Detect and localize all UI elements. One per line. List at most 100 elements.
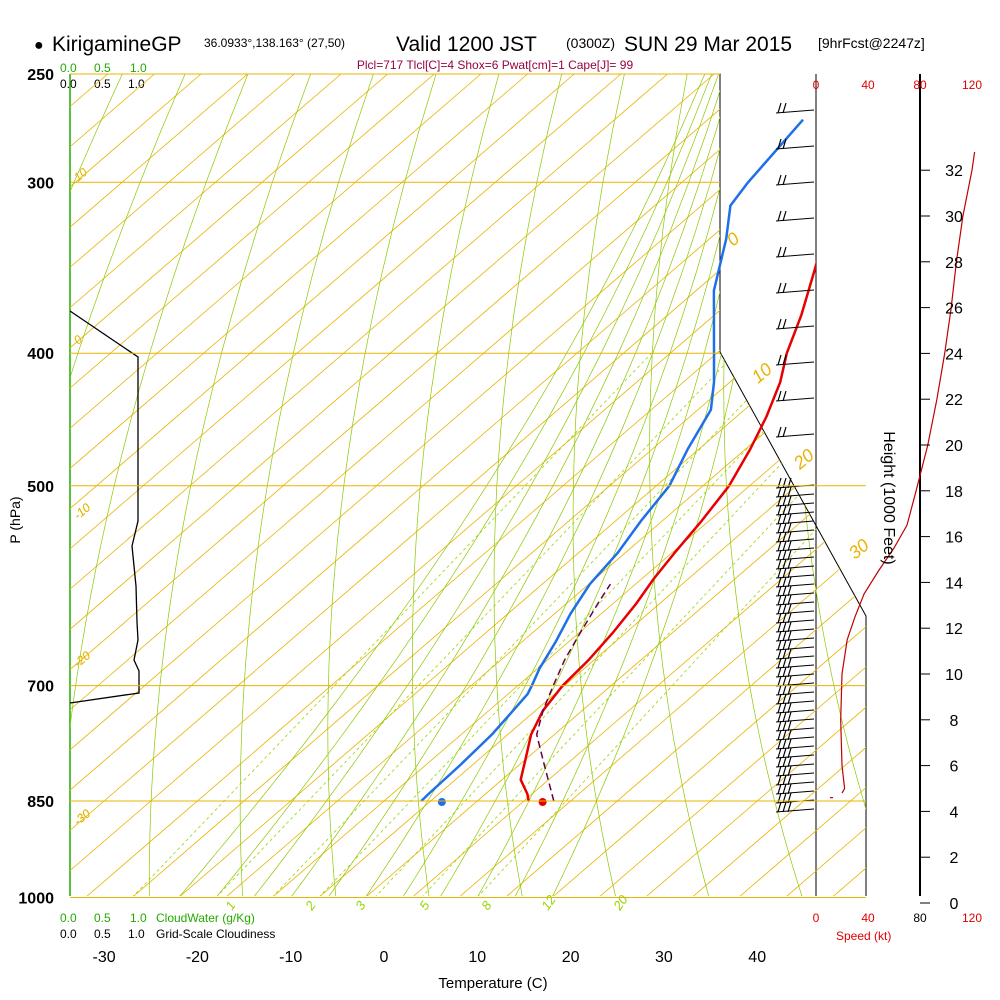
cloud-scale-bottom-black-0: 0.0 bbox=[60, 927, 77, 941]
wind-barb bbox=[775, 693, 815, 705]
barb-feather bbox=[777, 174, 782, 186]
barb-feather bbox=[777, 210, 782, 222]
wind-barb bbox=[775, 594, 815, 606]
barb-staff bbox=[775, 109, 815, 114]
speed-tick-label-bottom: 80 bbox=[913, 911, 927, 925]
barb-feather bbox=[777, 711, 782, 723]
barb-feather bbox=[782, 684, 787, 696]
cloud-scale-bottom-green-2: 1.0 bbox=[130, 911, 147, 925]
barb-staff bbox=[775, 145, 815, 150]
isotherm-line bbox=[644, 74, 866, 896]
temperature-tick-label: 30 bbox=[655, 949, 673, 966]
barb-staff bbox=[775, 574, 815, 579]
barb-feather bbox=[777, 354, 782, 366]
barb-feather bbox=[782, 282, 787, 294]
barb-feather bbox=[782, 747, 787, 759]
barb-feather bbox=[787, 711, 792, 723]
barb-feather bbox=[777, 756, 782, 768]
barb-feather bbox=[787, 765, 792, 777]
height-tick-label: 4 bbox=[950, 804, 959, 821]
isotherm-label: 30 bbox=[845, 535, 873, 563]
barb-feather bbox=[782, 630, 787, 642]
wind-barb bbox=[775, 747, 815, 759]
dry-adiabat-line bbox=[148, 74, 311, 896]
barb-feather bbox=[777, 747, 782, 759]
barb-feather bbox=[782, 801, 787, 813]
barb-feather bbox=[777, 666, 782, 678]
dry-adiabat-line bbox=[412, 74, 500, 896]
wind-barb bbox=[775, 738, 815, 750]
barb-feather bbox=[782, 540, 787, 552]
barb-feather bbox=[787, 576, 792, 588]
barb-feather bbox=[787, 666, 792, 678]
barb-feather bbox=[782, 720, 787, 732]
barb-feather bbox=[787, 630, 792, 642]
cloud-scale-top-black-1: 0.5 bbox=[94, 77, 111, 91]
barb-feather bbox=[777, 549, 782, 561]
barb-feather bbox=[782, 657, 787, 669]
isotherm-line bbox=[70, 74, 482, 896]
wind-barb bbox=[775, 612, 815, 624]
barb-staff bbox=[775, 754, 815, 759]
height-tick-label: 6 bbox=[950, 759, 959, 776]
barb-feather bbox=[787, 738, 792, 750]
wind-barb bbox=[775, 711, 815, 723]
height-tick-label: 14 bbox=[945, 575, 963, 592]
barb-feather bbox=[787, 477, 792, 489]
wind-barb bbox=[775, 426, 815, 438]
wind-barb bbox=[775, 630, 815, 642]
barb-feather bbox=[782, 513, 787, 525]
wind-barb bbox=[775, 540, 815, 552]
pressure-tick-label: 850 bbox=[27, 794, 54, 811]
cloudwater-label: CloudWater (g/Kg) bbox=[156, 911, 255, 925]
barb-feather bbox=[777, 675, 782, 687]
isotherm-line bbox=[458, 74, 866, 896]
barb-staff bbox=[775, 772, 815, 777]
height-tick-label: 32 bbox=[945, 163, 963, 180]
wind-barb bbox=[775, 504, 815, 516]
barb-feather bbox=[777, 426, 782, 438]
barb-staff bbox=[775, 646, 815, 651]
barb-feather bbox=[777, 639, 782, 651]
moist-adiabat-line bbox=[439, 74, 754, 896]
barb-feather bbox=[782, 426, 787, 438]
isotherm-label: 20 bbox=[789, 445, 818, 474]
barb-feather bbox=[787, 702, 792, 714]
isotherm-label: 10 bbox=[71, 165, 90, 185]
barb-staff bbox=[775, 565, 815, 570]
barb-staff bbox=[775, 664, 815, 669]
barb-feather bbox=[782, 504, 787, 516]
cloud-scale-bottom-green-1: 0.5 bbox=[94, 911, 111, 925]
wind-barb bbox=[775, 666, 815, 678]
parcel-line bbox=[535, 583, 612, 802]
barb-feather bbox=[787, 648, 792, 660]
wind-speed-line bbox=[840, 151, 976, 794]
isotherm-line bbox=[70, 74, 295, 896]
height-tick-label: 2 bbox=[950, 850, 959, 867]
cloud-scale-top-black-0: 0.0 bbox=[60, 77, 77, 91]
wind-barb bbox=[775, 648, 815, 660]
temperature-line bbox=[519, 260, 816, 802]
barb-feather bbox=[777, 648, 782, 660]
barb-feather bbox=[777, 630, 782, 642]
wind-barb bbox=[775, 522, 815, 534]
isotherm-label: 10 bbox=[748, 359, 776, 387]
cloud-scale-bottom-black-1: 0.5 bbox=[94, 927, 111, 941]
barb-feather bbox=[782, 783, 787, 795]
chart-header: ● KirigamineGP 36.0933°,138.163° (27,50)… bbox=[34, 33, 925, 56]
pressure-tick-label: 400 bbox=[27, 346, 54, 363]
isotherm-label: -30 bbox=[71, 806, 94, 828]
barb-feather bbox=[777, 513, 782, 525]
pressure-tick-label: 1000 bbox=[18, 891, 54, 908]
mixing-ratio-line bbox=[131, 352, 652, 896]
barb-staff bbox=[775, 289, 815, 294]
temperature-tick-label: 20 bbox=[562, 949, 580, 966]
height-tick-label: 12 bbox=[945, 621, 963, 638]
barb-staff bbox=[775, 511, 815, 516]
wind-barb bbox=[775, 567, 815, 579]
barb-feather bbox=[782, 567, 787, 579]
moist-adiabat-line bbox=[327, 74, 733, 896]
isotherm-label: -20 bbox=[71, 648, 94, 670]
barb-staff bbox=[775, 808, 815, 813]
barb-staff bbox=[775, 619, 815, 624]
